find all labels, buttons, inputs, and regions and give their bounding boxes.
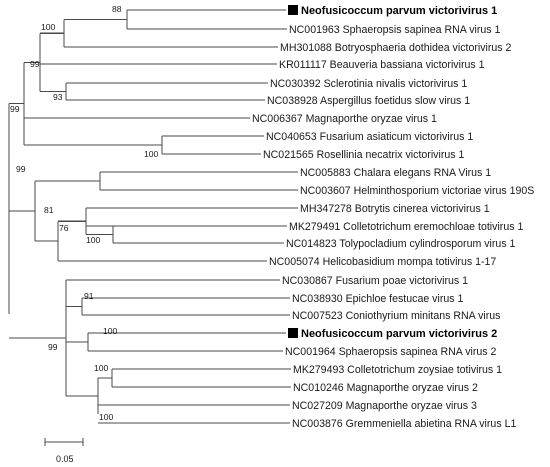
taxon-label: NC005074 Helicobasidium mompa totivirus … (269, 256, 496, 268)
taxon-label: KR011117 Beauveria bassiana victorivirus… (279, 59, 485, 71)
bootstrap-value: 93 (53, 92, 63, 102)
bootstrap-value: 99 (48, 342, 58, 352)
bootstrap-value: 100 (103, 326, 118, 336)
bootstrap-value: 88 (112, 4, 122, 14)
taxon-label-highlighted: Neofusicoccum parvum victorivirus 2 (301, 328, 497, 340)
taxon-label: NC021565 Rosellinia necatrix victoriviru… (263, 149, 464, 161)
taxon-label: NC005883 Chalara elegans RNA Virus 1 (300, 167, 491, 179)
taxon-label: NC040653 Fusarium asiaticum victorivirus… (266, 131, 473, 143)
bootstrap-value: 91 (84, 291, 94, 301)
bootstrap-value: 81 (44, 205, 54, 215)
taxon-label: MH301088 Botryosphaeria dothidea victori… (280, 42, 512, 54)
bootstrap-values: 88 100 99 93 99 100 99 81 76 100 91 99 100 100 100 (10, 4, 159, 422)
taxon-label: NC006367 Magnaporthe oryzae virus 1 (252, 113, 437, 125)
bootstrap-value: 100 (144, 149, 159, 159)
scale-bar: 0.05 (44, 438, 84, 464)
taxon-label: NC001963 Sphaeropsis sapinea RNA virus 1 (289, 24, 501, 36)
taxon-label: NC038928 Aspergillus foetidus slow virus… (267, 95, 470, 107)
taxon-label: NC014823 Tolypocladium cylindrosporum vi… (286, 238, 516, 250)
taxon-label: NC001964 Sphaeropsis sapinea RNA virus 2 (285, 346, 497, 358)
bootstrap-value: 100 (41, 22, 56, 32)
taxon-label: NC003607 Helminthosporium victoriae viru… (300, 185, 534, 197)
bootstrap-value: 100 (99, 412, 114, 422)
tree-branches (8, 9, 298, 424)
taxon-label: MH347278 Botrytis cinerea victorivirus 1 (300, 203, 490, 215)
taxon-label: NC007523 Coniothyrium minitans RNA virus (292, 310, 500, 322)
scale-bar-label: 0.05 (56, 454, 74, 464)
taxon-labels: Neofusicoccum parvum victorivirus 1 NC001… (252, 5, 534, 430)
bootstrap-value: 76 (59, 223, 69, 233)
bootstrap-value: 100 (94, 363, 109, 373)
taxon-label: MK279491 Colletotrichum eremochloae toti… (289, 221, 523, 233)
bootstrap-value: 100 (86, 235, 101, 245)
taxon-label: NC038930 Epichloe festucae virus 1 (292, 293, 463, 305)
taxon-label: NC003876 Gremmeniella abietina RNA virus… (292, 418, 516, 430)
taxon-label: MK279493 Colletotrichum zoysiae totiviru… (293, 364, 502, 376)
highlight-marker-icon (288, 5, 298, 15)
bootstrap-value: 99 (30, 59, 40, 69)
bootstrap-value: 99 (16, 164, 26, 174)
taxon-label-highlighted: Neofusicoccum parvum victorivirus 1 (301, 5, 497, 17)
taxon-label: NC010246 Magnaporthe oryzae virus 2 (293, 382, 478, 394)
highlight-marker-icon (288, 328, 298, 338)
bootstrap-value: 99 (10, 104, 20, 114)
taxon-label: NC030867 Fusarium poae victorivirus 1 (282, 275, 468, 287)
taxon-label: NC030392 Sclerotinia nivalis victoriviru… (270, 78, 467, 90)
taxon-label: NC027209 Magnaporthe oryzae virus 3 (292, 400, 477, 412)
